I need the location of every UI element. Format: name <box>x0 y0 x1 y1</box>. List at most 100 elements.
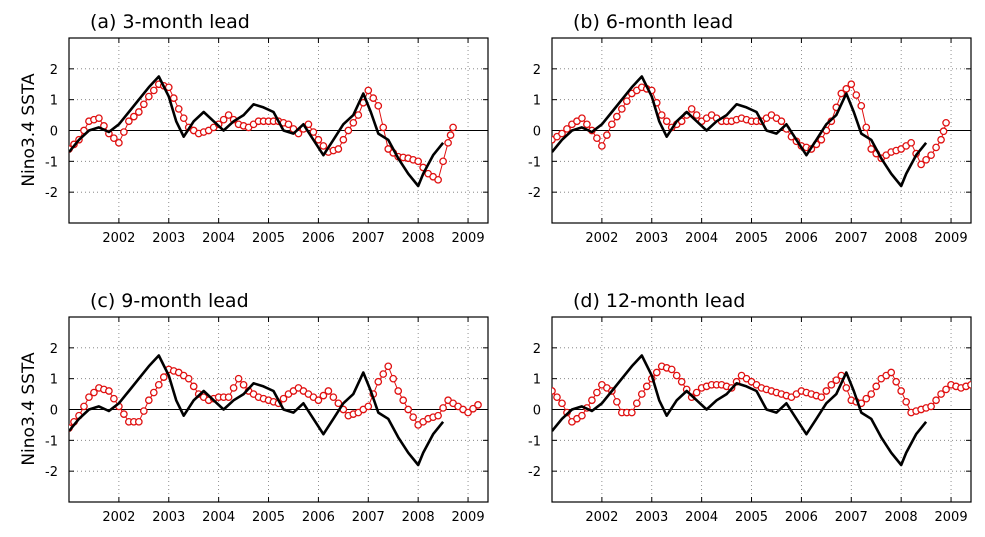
panel-b-forecast-point-10 <box>598 142 606 150</box>
panel-d-forecast-point-77 <box>932 396 940 405</box>
panel-a-forecast-point-6 <box>95 114 103 123</box>
panel-d-forecast-point-64 <box>867 390 876 398</box>
panel-b-xtick-label-6: 2008 <box>885 231 918 246</box>
panel-d-xtick-label-3: 2005 <box>735 510 768 525</box>
panel-a-forecast-point-75 <box>439 157 447 166</box>
panel-a-forecast-point-14 <box>134 108 143 116</box>
panel-b-xtick-label-4: 2006 <box>785 231 818 246</box>
panel-b-forecast-point-75 <box>922 155 930 164</box>
panel-b-forecast-point-80 <box>942 118 950 127</box>
panel-a-forecast-point-57 <box>349 118 358 127</box>
panel-b-plot-area <box>552 75 950 188</box>
panel-b-forecast-point-62 <box>857 101 866 110</box>
panel-b-forecast-point-28 <box>687 105 696 113</box>
panel-b-forecast-point-77 <box>932 143 940 152</box>
panel-a-forecast-point-22 <box>174 105 183 113</box>
panel-d-xtick-label-7: 2009 <box>935 510 968 525</box>
panel-a-forecast-point-78 <box>449 123 457 132</box>
panel-d-forecast-point-2 <box>558 399 566 408</box>
panel-d-ytick-label-2: 0 <box>533 404 541 419</box>
panel-b-forecast-point-7 <box>583 120 591 129</box>
panel-d-forecast-point-17 <box>632 399 641 408</box>
panel-c-forecast-point-69 <box>409 413 418 422</box>
panel-d-forecast-point-79 <box>942 385 950 394</box>
panel-c-forecast-point-66 <box>394 387 403 395</box>
panel-c-ytick-label-1: -1 <box>45 434 58 449</box>
panel-d-observed-line <box>552 354 928 467</box>
panel-a-title: (a) 3-month lead <box>90 11 250 33</box>
panel-d-forecast-point-54 <box>817 393 826 402</box>
panel-d-plot-area <box>552 354 971 467</box>
panel-c-forecast-point-24 <box>184 374 193 383</box>
panel-a-forecast-point-9 <box>110 134 118 143</box>
panel-b-forecast-point-6 <box>578 114 586 123</box>
panel-d-forecast-point-57 <box>832 376 841 385</box>
panel-b-forecast-point-76 <box>927 151 935 160</box>
panel-a-forecast-point-21 <box>169 94 178 102</box>
panel-d-xtick-label-5: 2007 <box>835 510 868 525</box>
panel-b-forecast-point-12 <box>608 120 616 129</box>
panel-d-forecast-point-18 <box>637 390 646 398</box>
panel-c-xtick-label-0: 2002 <box>102 510 135 525</box>
panel-c-forecast-point-43 <box>279 394 288 403</box>
panel-a-xtick-label-1: 2003 <box>152 231 185 246</box>
panel-a-forecast-point-10 <box>115 138 123 147</box>
panel-c-forecast-point-14 <box>134 417 143 426</box>
panel-a-forecast-point-17 <box>149 86 158 95</box>
panel-c: 2002 2003 2004 2005 2006 2007 2008 2009 -2 -1 0 1 2 (… <box>45 290 489 525</box>
panel-c-forecast-point-17 <box>149 388 158 397</box>
panel-b-ytick-label-1: -1 <box>528 155 541 170</box>
panel-a-forecast-point-12 <box>125 117 133 126</box>
panel-b-forecast-point-72 <box>907 138 915 147</box>
panel-c-forecast-point-32 <box>224 393 233 402</box>
panel-a-forecast-point-31 <box>219 115 228 124</box>
panel-d-forecast-point-26 <box>677 377 686 386</box>
panel-a-ytick-label-0: -2 <box>45 186 58 201</box>
panel-d-forecast-point-21 <box>652 368 661 377</box>
panel-c-forecast-point-50 <box>314 396 323 405</box>
panel-b-forecast-point-2 <box>558 129 566 138</box>
panel-a-forecast-point-50 <box>314 135 323 144</box>
y-axis-label-bottom: Nino3.4 SSTA <box>19 352 39 466</box>
panel-c-forecast-point-9 <box>110 394 118 403</box>
panel-a-forecast-point-56 <box>344 126 353 135</box>
panel-d-forecast-point-76 <box>927 402 935 411</box>
panel-c-forecast-point-68 <box>404 405 413 414</box>
panel-b-observed-line <box>552 75 928 188</box>
panel-d-forecast-point-9 <box>593 388 601 397</box>
panel-c-forecast-point-25 <box>189 382 198 391</box>
panel-c-forecast-point-64 <box>384 362 393 371</box>
panel-c-xtick-label-5: 2007 <box>352 510 385 525</box>
panel-d-forecast-point-29 <box>692 388 701 397</box>
panel-a-forecast-point-48 <box>304 120 313 129</box>
panel-a-forecast-point-13 <box>129 112 138 121</box>
panel-a-ytick-label-3: 1 <box>50 94 58 109</box>
panel-b-forecast-point-63 <box>862 123 871 132</box>
panel-d-title: (d) 12-month lead <box>573 290 745 312</box>
panel-a-forecast-point-32 <box>224 111 233 119</box>
panel-b-forecast-point-58 <box>837 89 846 98</box>
panel-a-ytick-label-2: 0 <box>50 125 58 140</box>
panel-a-xtick-label-5: 2007 <box>352 231 385 246</box>
panel-b-ytick-label-2: 0 <box>533 125 541 140</box>
panel-b-ytick-label-3: 1 <box>533 94 541 109</box>
panel-b-xtick-label-3: 2005 <box>735 231 768 246</box>
panel-b-forecast-point-78 <box>937 135 945 144</box>
panel-d-xtick-label-2: 2004 <box>685 510 718 525</box>
panel-c-forecast-point-63 <box>379 370 388 378</box>
panel-c-xtick-label-6: 2008 <box>402 510 435 525</box>
panel-a-forecast-point-62 <box>374 101 383 110</box>
panel-c-forecast-point-15 <box>139 407 148 415</box>
panel-b-forecast-point-64 <box>867 145 876 153</box>
panel-c-title: (c) 9-month lead <box>90 290 249 312</box>
panel-c-forecast-point-8 <box>105 387 113 395</box>
panel-c-forecast-point-5 <box>90 388 98 397</box>
panel-c-forecast-point-75 <box>439 404 447 412</box>
panel-a-xtick-label-0: 2002 <box>102 231 135 246</box>
panel-c-forecast-point-3 <box>80 402 88 411</box>
panel-c-forecast-point-60 <box>364 402 373 411</box>
panel-a-forecast-point-77 <box>446 131 455 139</box>
panel-d-forecast-point-84 <box>967 380 971 389</box>
panel-a-forecast-point-11 <box>120 128 128 136</box>
panel-a-forecast-point-74 <box>434 175 442 184</box>
